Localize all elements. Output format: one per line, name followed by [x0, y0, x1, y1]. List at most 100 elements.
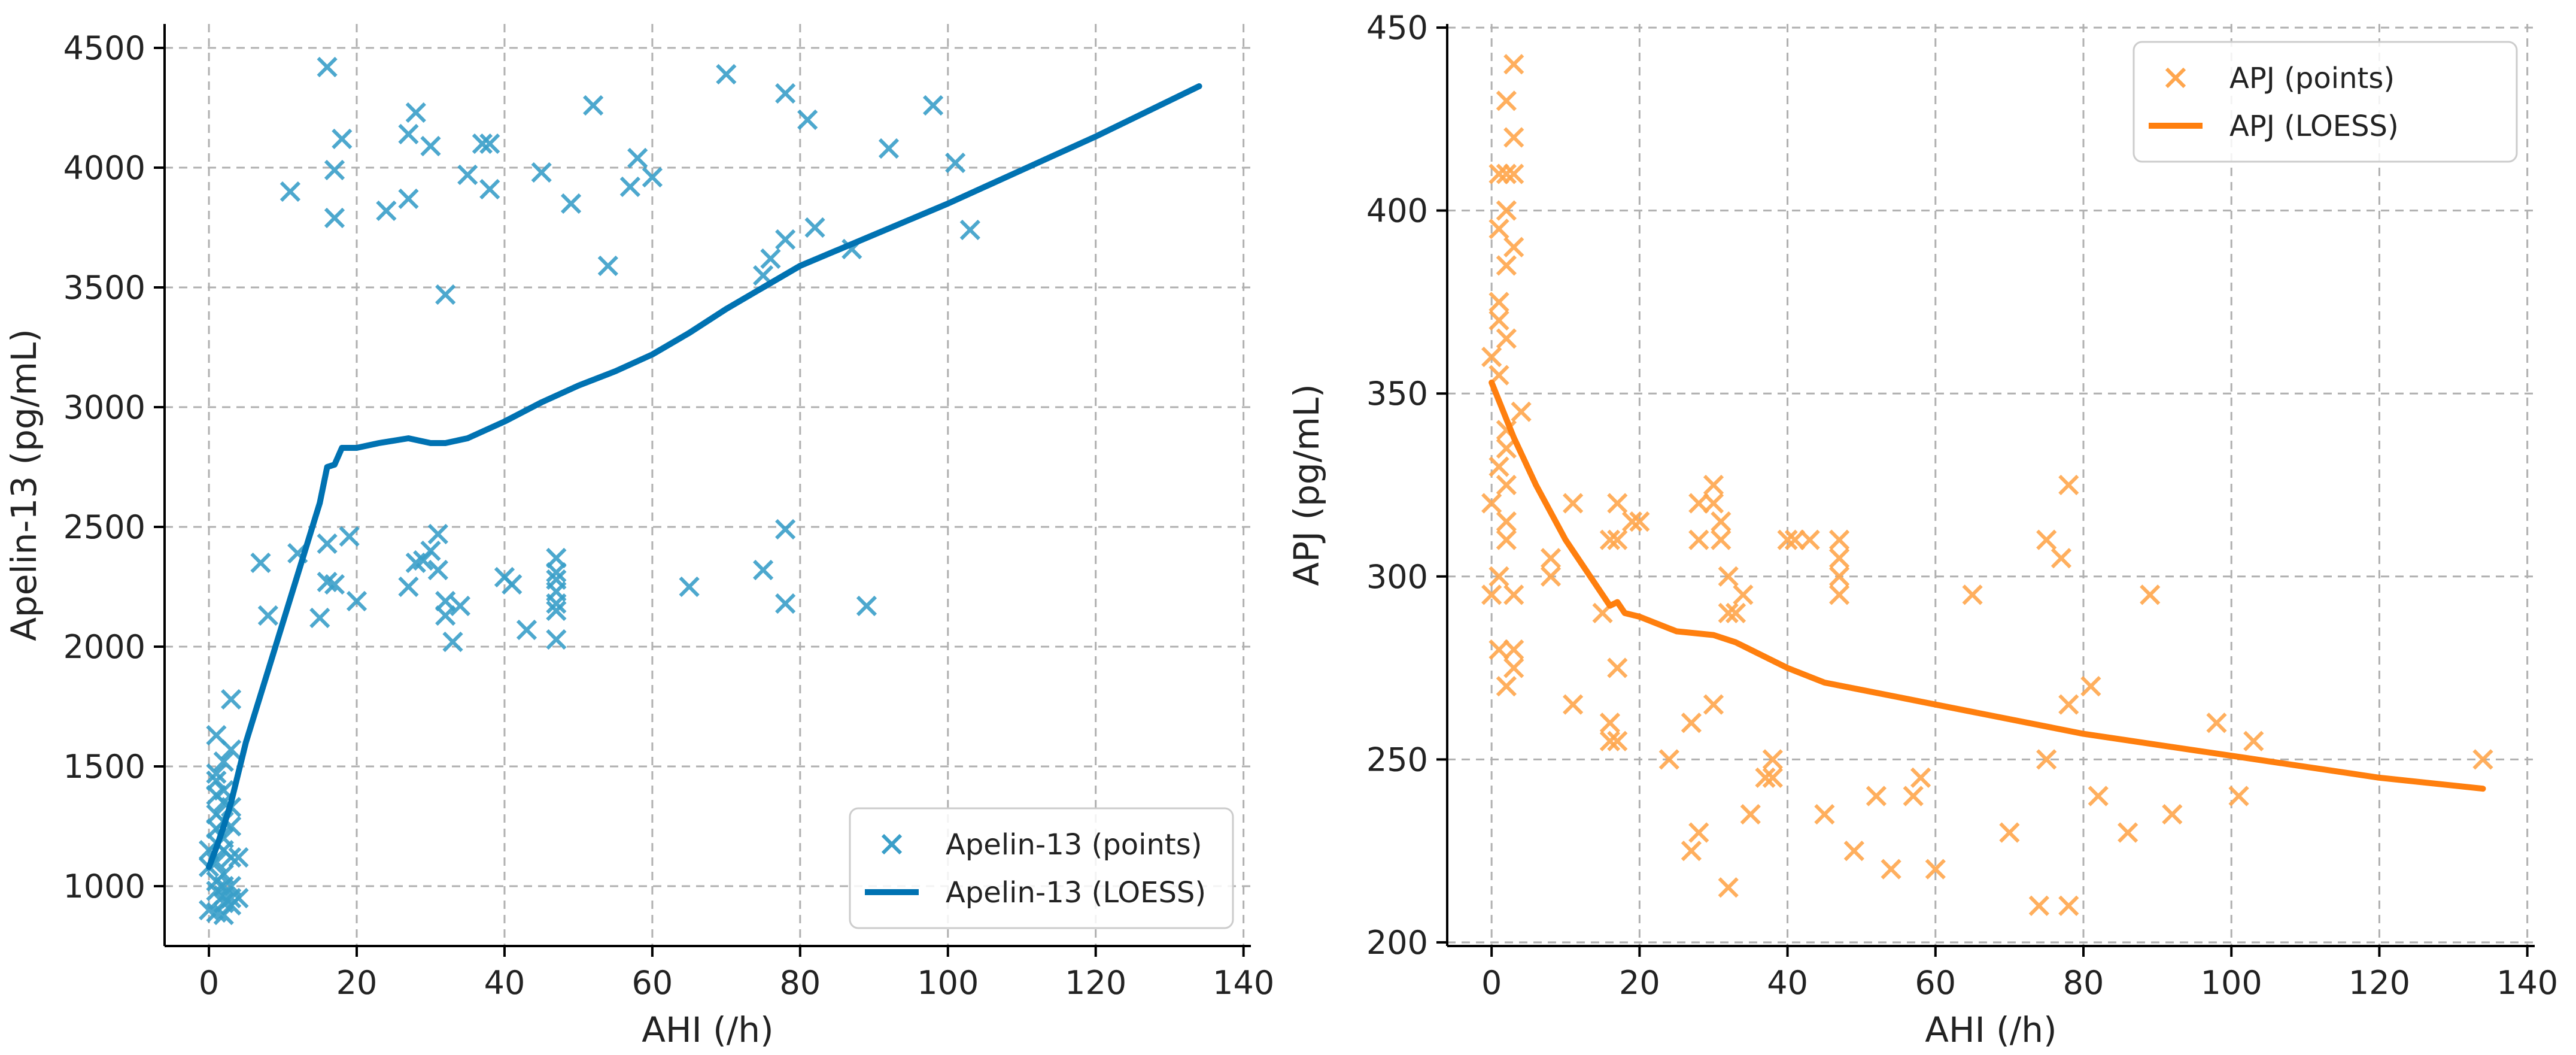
x-tick-label: 120: [2349, 964, 2410, 1002]
data-point-x-marker: [531, 162, 552, 183]
data-point-x-marker: [1496, 529, 1517, 550]
data-point-x-marker: [1496, 675, 1517, 697]
data-point-x-marker: [221, 689, 242, 710]
x-tick-label: 60: [632, 964, 673, 1002]
data-point-x-marker: [1599, 713, 1621, 733]
data-point-x-marker: [1762, 767, 1783, 789]
x-tick-label: 100: [917, 964, 979, 1002]
data-point-x-marker: [206, 763, 227, 784]
data-point-x-marker: [317, 56, 338, 78]
data-point-x-marker: [2058, 694, 2079, 715]
y-tick-label: 3000: [63, 389, 145, 426]
x-tick-label: 20: [336, 964, 378, 1002]
data-point-x-marker: [1599, 730, 1621, 751]
data-point-x-marker: [427, 559, 448, 581]
data-point-x-marker: [257, 605, 278, 626]
left-panel-chart: 0 20 40 60 80 100 120 140 1000 1500 2000 2500 3000 35…: [4, 24, 1274, 1050]
data-point-x-marker: [1489, 456, 1509, 477]
data-point-x-marker: [797, 109, 818, 131]
y-tick-label: 4500: [63, 29, 145, 67]
data-point-x-marker: [1481, 346, 1502, 368]
data-point-x-marker: [1503, 639, 1524, 660]
data-point-x-marker: [1910, 767, 1931, 789]
data-point-x-marker: [752, 559, 774, 581]
y-tick-label: 2500: [63, 508, 145, 546]
y-tick-label: 400: [1366, 192, 1428, 230]
legend-box: [849, 807, 1234, 929]
x-tick-label: 140: [1213, 964, 1274, 1002]
data-point-x-marker: [944, 152, 966, 174]
data-point-x-marker: [435, 284, 456, 305]
y-tick-label: 250: [1366, 741, 1428, 778]
data-point-x-marker: [1681, 713, 1702, 733]
x-axis-title: AHI (/h): [642, 1009, 773, 1050]
y-axis-title: APJ (pg/mL): [1286, 384, 1327, 586]
y-tick-label: 4000: [63, 149, 145, 187]
data-point-x-marker: [2058, 474, 2079, 496]
data-point-x-marker: [1496, 255, 1517, 276]
x-tick-label: 40: [484, 964, 525, 1002]
data-point-x-marker: [516, 619, 537, 641]
y-tick-label: 1000: [63, 868, 145, 905]
x-axis-title: AHI (/h): [1925, 1009, 2056, 1050]
data-point-x-marker: [221, 895, 242, 916]
data-point-x-marker: [221, 847, 242, 868]
x-tick-label: 140: [2496, 964, 2558, 1002]
data-point-x-marker: [1828, 566, 1850, 587]
data-point-x-marker: [1496, 163, 1517, 184]
data-point-x-marker: [1755, 767, 1776, 789]
data-point-x-marker: [317, 571, 338, 593]
data-point-x-marker: [2036, 529, 2057, 550]
legend-label: Apelin-13 (LOESS): [946, 876, 1206, 910]
data-point-x-marker: [1563, 694, 1584, 715]
data-point-x-marker: [546, 600, 567, 622]
data-point-x-marker: [1828, 584, 1850, 605]
data-point-x-marker: [1762, 749, 1783, 770]
data-point-x-marker: [959, 219, 980, 241]
data-point-x-marker: [420, 135, 441, 157]
data-point-x-marker: [1688, 529, 1709, 550]
data-point-x-marker: [1607, 657, 1628, 678]
data-point-x-marker: [221, 739, 242, 760]
data-point-x-marker: [1814, 804, 1835, 825]
data-point-x-marker: [1489, 566, 1509, 587]
data-point-x-marker: [2088, 786, 2109, 807]
data-point-x-marker: [1540, 548, 1562, 569]
y-tick-label: 3500: [63, 269, 145, 307]
data-point-x-marker: [228, 847, 249, 868]
data-point-x-marker: [1607, 730, 1628, 751]
loess-line: [1489, 379, 2486, 792]
data-point-x-marker: [472, 133, 493, 154]
data-point-x-marker: [1607, 529, 1628, 550]
data-point-x-marker: [1725, 602, 1746, 624]
data-point-x-marker: [332, 128, 353, 150]
y-tick-label: 1500: [63, 748, 145, 786]
legend: Apelin-13 (points) Apelin-13 (LOESS): [849, 807, 1234, 929]
data-point-x-marker: [1733, 584, 1754, 605]
data-point-x-marker: [324, 159, 345, 181]
right-panel-chart: 0 20 40 60 80 100 120 140 200 250 300 350 400 450 AHI …: [1286, 9, 2558, 1050]
data-point-x-marker: [1489, 219, 1509, 240]
data-point-x-marker: [1503, 584, 1524, 605]
legend-label: Apelin-13 (points): [946, 828, 1202, 862]
data-point-x-marker: [2243, 730, 2264, 751]
plot-area: [1481, 54, 2493, 916]
data-point-x-marker: [427, 523, 448, 545]
legend-label: APJ (LOESS): [2229, 110, 2399, 143]
data-point-x-marker: [317, 533, 338, 554]
data-point-x-marker: [1681, 840, 1702, 862]
data-point-x-marker: [1703, 493, 1724, 514]
data-point-x-marker: [775, 519, 796, 540]
data-point-x-marker: [1489, 310, 1509, 331]
data-point-x-marker: [2140, 584, 2161, 605]
y-tick-label: 200: [1366, 924, 1428, 962]
data-point-x-marker: [1481, 584, 1502, 605]
x-tick-label: 0: [199, 964, 219, 1002]
x-tick-label: 120: [1065, 964, 1126, 1002]
data-point-x-marker: [2028, 895, 2049, 916]
data-point-x-marker: [1496, 438, 1517, 459]
data-point-x-marker: [324, 207, 345, 229]
data-point-x-marker: [775, 83, 796, 104]
data-point-x-marker: [922, 95, 944, 116]
data-point-x-marker: [1481, 493, 1502, 514]
